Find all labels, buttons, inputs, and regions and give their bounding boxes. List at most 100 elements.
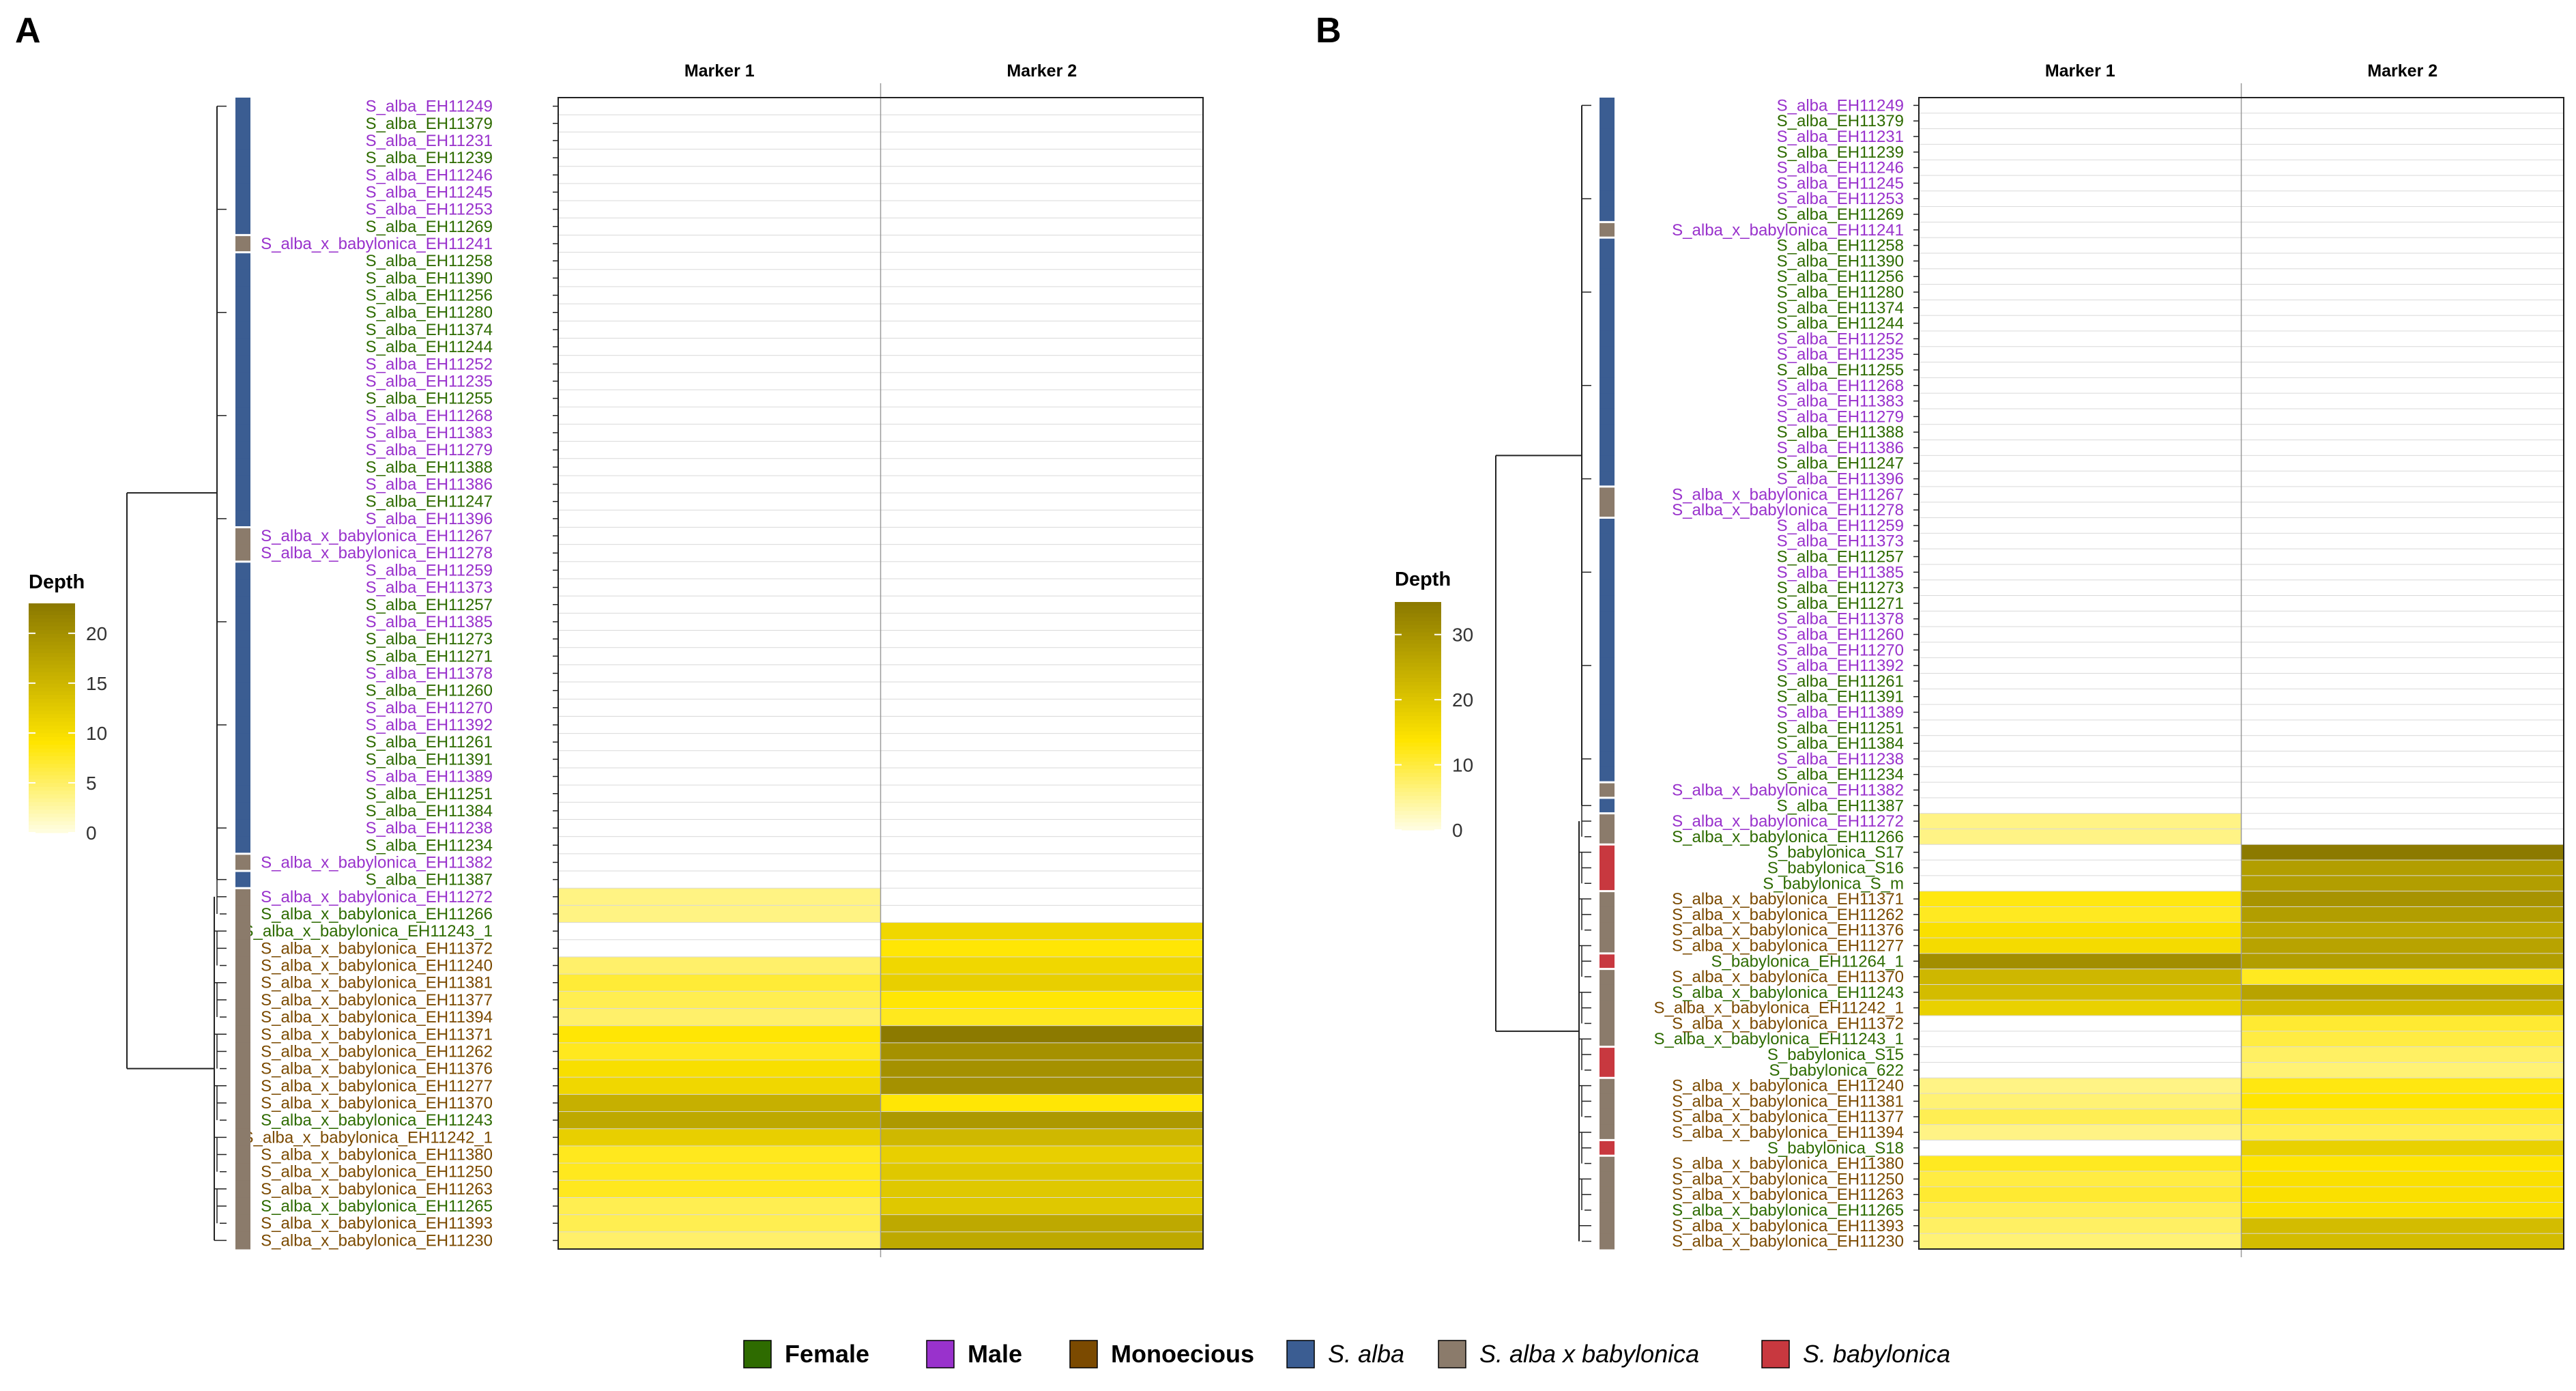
heatmap-cell <box>2241 1108 2564 1125</box>
heatmap-cell <box>1918 688 2242 706</box>
sample-label: S_alba_EH11385 <box>1777 563 1904 582</box>
heatmap-cell <box>558 1042 881 1061</box>
species-bar-segment <box>1600 875 1615 892</box>
heatmap-cell <box>558 1162 881 1181</box>
heatmap-cell <box>880 836 1204 855</box>
species-bar-segment <box>235 338 250 356</box>
heatmap-cell <box>1918 237 2242 254</box>
depth-legend-tick-label: 10 <box>86 723 107 744</box>
sample-label: S_alba_EH11385 <box>366 613 493 631</box>
depth-legend-gradient <box>29 771 75 776</box>
species-bar-segment <box>1600 1031 1615 1048</box>
depth-legend-gradient <box>1395 628 1441 633</box>
species-bar-segment <box>1600 330 1615 347</box>
heatmap-cell <box>880 1231 1204 1250</box>
sample-label: S_alba_EH11252 <box>366 355 493 373</box>
species-bar-segment <box>235 699 250 717</box>
depth-legend-gradient <box>29 783 75 788</box>
sample-label: S_alba_EH11259 <box>366 561 493 579</box>
heatmap-cell <box>558 561 881 580</box>
heatmap-cell <box>2241 1077 2564 1095</box>
sample-label: S_alba_EH11388 <box>1777 423 1904 442</box>
species-bar-segment <box>235 510 250 528</box>
depth-legend-gradient <box>29 756 75 761</box>
depth-legend-gradient <box>29 645 75 650</box>
species-bar-segment <box>1600 1093 1615 1110</box>
sample-label: S_alba_EH11390 <box>1777 252 1904 270</box>
heatmap-cell <box>558 681 881 700</box>
species-bar-segment <box>235 991 250 1009</box>
heatmap-cell <box>2241 797 2564 814</box>
heatmap-cell <box>2241 1046 2564 1063</box>
heatmap-cell <box>558 973 881 992</box>
depth-legend-gradient <box>1395 640 1441 644</box>
heatmap-cell <box>1918 579 2242 597</box>
heatmap-cell <box>2241 1124 2564 1141</box>
heatmap-cell <box>558 406 881 425</box>
depth-legend-gradient <box>29 653 75 657</box>
heatmap-cell <box>2241 268 2564 285</box>
heatmap-cell <box>880 217 1204 236</box>
species-bar-segment <box>235 1231 250 1250</box>
heatmap-cell <box>880 475 1204 494</box>
heatmap-cell <box>2241 532 2564 550</box>
sample-label: S_alba_EH11255 <box>1777 361 1904 379</box>
heatmap-cell <box>558 595 881 614</box>
species-bar-segment <box>235 132 250 150</box>
heatmap-cell <box>2241 159 2564 176</box>
species-bar-segment <box>1600 595 1615 612</box>
depth-legend-gradient <box>29 790 75 795</box>
sample-label: S_alba_x_babylonica_EH11381 <box>261 974 493 992</box>
depth-legend-tick-label: 15 <box>86 673 107 694</box>
heatmap-cell <box>880 1093 1204 1113</box>
heatmap-cell <box>558 630 881 648</box>
heatmap-cell <box>558 1025 881 1044</box>
sample-label: S_alba_EH11245 <box>366 183 493 201</box>
heatmap-cell <box>1918 362 2242 379</box>
sample-label: S_alba_EH11256 <box>366 287 493 305</box>
heatmap-cell <box>880 1059 1204 1078</box>
species-bar-segment <box>1600 424 1615 441</box>
depth-legend-gradient <box>29 814 75 818</box>
legend-label: S. babylonica <box>1803 1340 1950 1368</box>
sample-label: S_alba_EH11390 <box>366 269 493 287</box>
legend-swatch <box>1069 1340 1098 1368</box>
depth-legend-gradient <box>29 824 75 829</box>
heatmap-cell <box>880 1162 1204 1181</box>
heatmap-cell <box>558 166 881 184</box>
sample-label: S_alba_EH11280 <box>366 304 493 322</box>
depth-legend-gradient <box>29 633 75 638</box>
sample-label: S_alba_x_babylonica_EH11376 <box>1672 921 1904 940</box>
species-bar-segment <box>1600 440 1615 456</box>
heatmap-cell <box>1918 1139 2242 1157</box>
heatmap-cell <box>880 458 1204 476</box>
heatmap-cell <box>880 166 1204 184</box>
species-bar-segment <box>1600 797 1615 814</box>
species-bar-segment <box>1600 238 1615 254</box>
heatmap-cell <box>880 1128 1204 1147</box>
depth-legend-gradient <box>1395 818 1441 823</box>
depth-legend-gradient <box>1395 765 1441 770</box>
heatmap-cell <box>1918 1031 2242 1048</box>
sample-label: S_alba_EH11246 <box>366 166 493 184</box>
legend-swatch <box>1286 1340 1315 1368</box>
depth-legend-gradient <box>1395 716 1441 721</box>
species-bar-segment <box>235 871 250 889</box>
heatmap-cell <box>2241 844 2564 861</box>
heatmap-cell <box>558 338 881 356</box>
heatmap-cell <box>880 423 1204 442</box>
depth-legend-gradient <box>29 611 75 616</box>
depth-legend-tick-label: 10 <box>1452 755 1473 776</box>
heatmap-cell <box>2241 673 2564 690</box>
heatmap-cell <box>558 217 881 236</box>
heatmap-cell <box>880 870 1204 889</box>
species-bar-segment <box>1600 657 1615 674</box>
depth-legend-gradient <box>29 661 75 665</box>
column-header: Marker 2 <box>2367 61 2437 81</box>
depth-legend-gradient <box>29 794 75 799</box>
heatmap-cell <box>558 320 881 339</box>
species-bar-segment <box>1600 906 1615 923</box>
species-bar-segment <box>1600 222 1615 238</box>
depth-legend-gradient <box>1395 700 1441 705</box>
